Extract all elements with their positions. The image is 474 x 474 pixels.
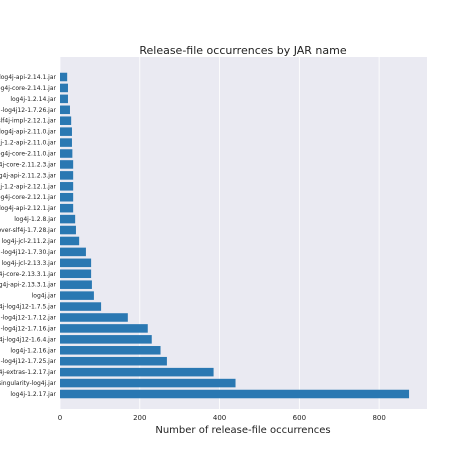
- y-tick-label: log4j-core-2.14.1.jar: [0, 85, 57, 92]
- chart-title: Release-file occurrences by JAR name: [139, 44, 347, 57]
- bar: [60, 127, 72, 136]
- y-tick-label: log4j-jcl-2.13.3.jar: [2, 260, 57, 267]
- bar: [60, 324, 148, 333]
- bar: [60, 258, 92, 268]
- y-tick-label: log4j-api-2.11.0.jar: [0, 129, 57, 136]
- y-tick-label: log4j-api-2.14.1.jar: [0, 74, 57, 81]
- bar: [60, 83, 68, 93]
- bar: [60, 389, 410, 399]
- bar: [60, 247, 86, 257]
- y-tick-label: log4j-1.2-api-2.12.1.jar: [0, 183, 57, 190]
- bar: [60, 356, 167, 366]
- bar: [60, 72, 68, 82]
- bar: [60, 116, 72, 125]
- y-tick-label: log4j-api-2.13.3.1.jar: [0, 282, 57, 289]
- bar: [60, 313, 128, 322]
- bar: [60, 182, 74, 191]
- x-tick-labels: 0 200 400 600 800: [58, 414, 386, 422]
- bars: [60, 72, 410, 399]
- bar: [60, 203, 74, 213]
- y-tick-label: slf4j-log4j12-1.6.4.jar: [0, 336, 57, 343]
- bar: [60, 149, 73, 158]
- y-tick-label: log4j-1.2.17.jar: [10, 391, 56, 398]
- y-tick-label: log4j-api-2.11.2.3.jar: [0, 172, 57, 179]
- y-tick-label: slf4j-log4j12-1.7.26.jar: [0, 107, 57, 114]
- y-tick-label: log4j-1.2.14.jar: [10, 96, 56, 103]
- plot-area: [60, 57, 427, 409]
- bar: [60, 138, 72, 147]
- x-tick-label: 0: [58, 414, 62, 422]
- y-tick-label: log4j-core-2.12.1.jar: [0, 194, 57, 201]
- y-tick-label: log4j-core-2.11.2.3.jar: [0, 161, 57, 168]
- bar: [60, 378, 236, 388]
- bar: [60, 291, 94, 300]
- y-tick-label: log4j-core-2.11.0.jar: [0, 151, 57, 158]
- bar: [60, 269, 92, 279]
- y-tick-label: slf4j-log4j12-1.7.5.jar: [0, 304, 57, 311]
- bar: [60, 367, 214, 377]
- bar: [60, 302, 102, 311]
- y-tick-label: log4j-jcl-2.11.2.jar: [2, 238, 57, 245]
- x-axis-label: Number of release-file occurrences: [155, 425, 330, 436]
- bar: [60, 105, 70, 115]
- bar: [60, 160, 74, 169]
- bar: [60, 236, 80, 246]
- x-tick-label: 200: [133, 414, 146, 422]
- y-tick-label: log4j.jar: [32, 293, 57, 300]
- bar: [60, 346, 161, 355]
- y-tick-label: log4j-1.2-api-2.11.0.jar: [0, 140, 57, 147]
- y-tick-label: log4j-api-2.12.1.jar: [0, 205, 57, 212]
- bar: [60, 335, 152, 344]
- x-tick-label: 800: [372, 414, 385, 422]
- y-tick-label: slf4j-log4j12-1.7.25.jar: [0, 358, 57, 365]
- y-tick-label: log4j-slf4j-impl-2.12.1.jar: [0, 118, 57, 125]
- x-tick-label: 600: [293, 414, 306, 422]
- y-tick-label: slf4j-log4j12-1.7.12.jar: [0, 314, 57, 321]
- bar: [60, 171, 74, 180]
- bar: [60, 214, 76, 224]
- bar: [60, 192, 74, 202]
- y-tick-label: slf4j-log4j12-1.7.30.jar: [0, 249, 57, 256]
- y-tick-labels: log4j-1.2.17.jar singularity-log4j.jar log…: [0, 74, 57, 398]
- y-tick-label: singularity-log4j.jar: [0, 380, 57, 387]
- bar: [60, 280, 92, 289]
- y-tick-label: log4j-1.2.8.jar: [14, 216, 56, 223]
- y-tick-label: log4j-over-slf4j-1.7.28.jar: [0, 227, 57, 234]
- bar: [60, 225, 76, 235]
- y-tick-label: log4j-extras-1.2.17.jar: [0, 369, 57, 376]
- y-tick-label: slf4j-log4j12-1.7.16.jar: [0, 325, 57, 332]
- y-tick-label: log4j-1.2.16.jar: [10, 347, 56, 354]
- x-tick-label: 400: [213, 414, 226, 422]
- bar: [60, 94, 68, 104]
- y-tick-label: log4j-core-2.13.3.1.jar: [0, 271, 57, 278]
